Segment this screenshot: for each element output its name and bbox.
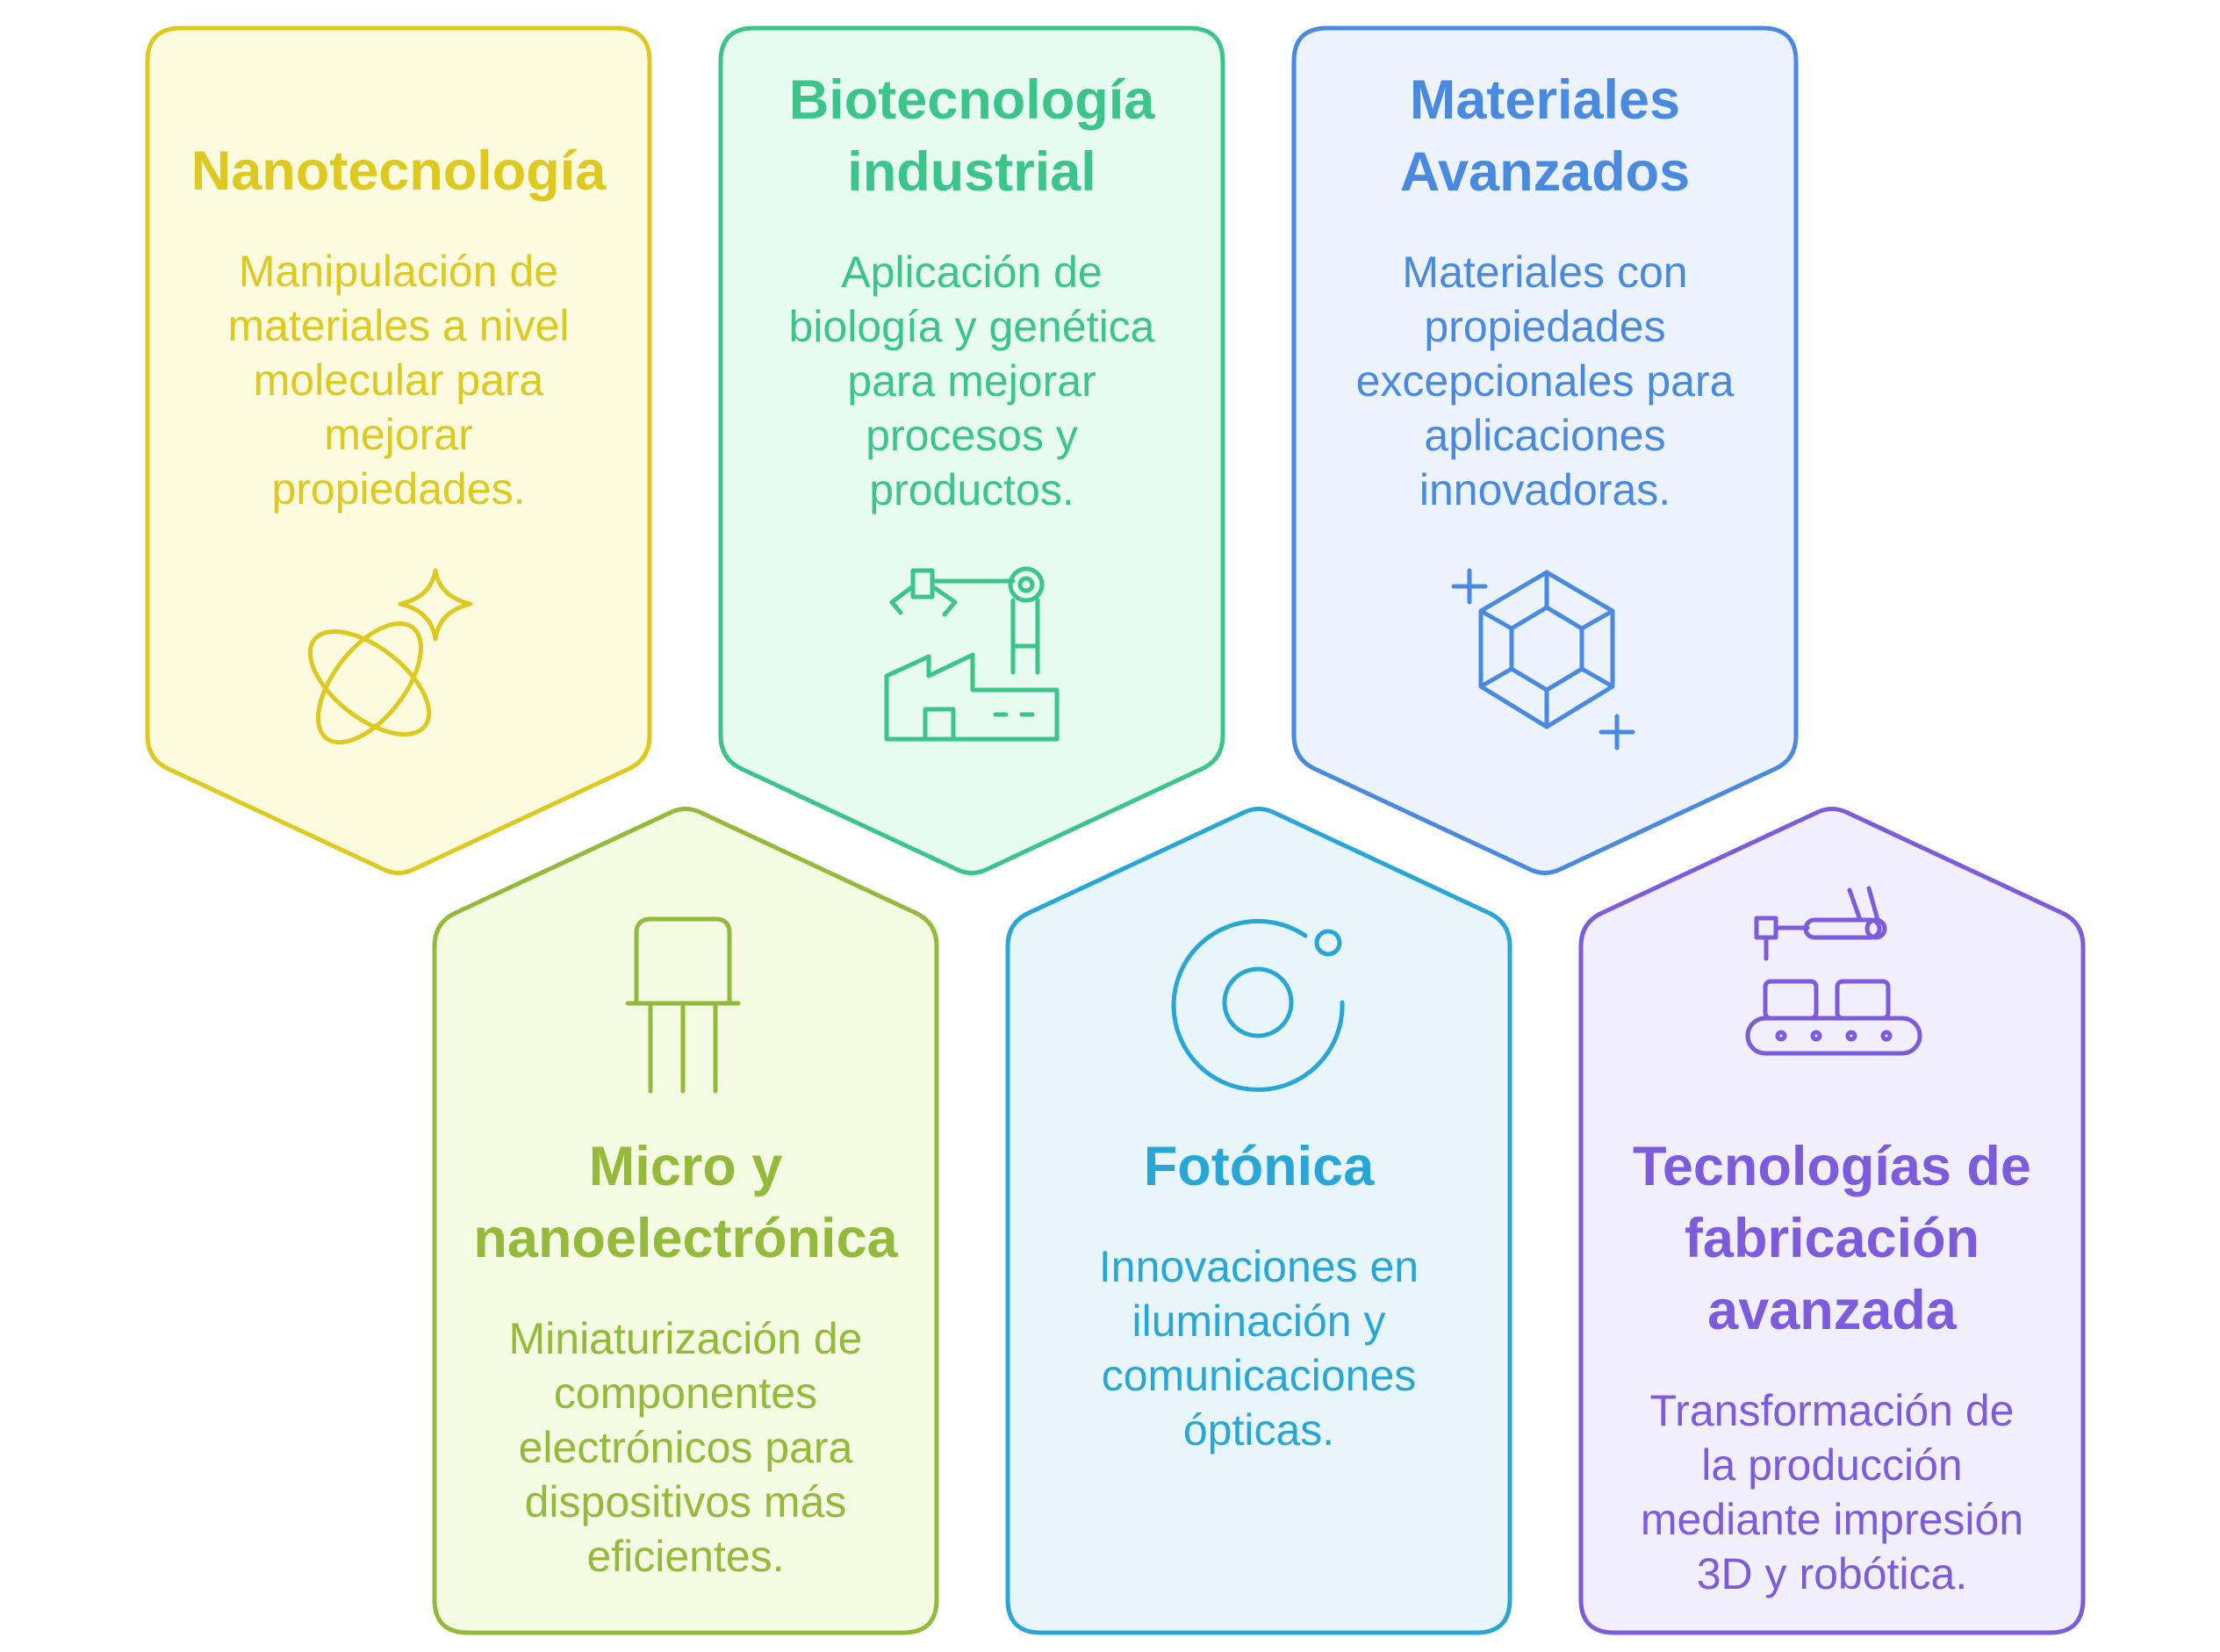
card-description: Miniaturización de componentes electróni… (433, 1311, 938, 1584)
card-shape (1291, 25, 1799, 875)
card-fotonica: Fotónica Innovaciones en iluminación y c… (1005, 806, 1512, 1635)
card-shape (432, 807, 939, 1635)
gem-icon (1450, 565, 1643, 751)
card-description-line: propiedades (1424, 302, 1666, 351)
card-title-line: nanoelectrónica (473, 1208, 898, 1269)
card-description-line: Miniaturización de (508, 1314, 863, 1363)
card-biotecnologia: Biotecnología industrial Aplicación de b… (718, 25, 1225, 875)
card-title-line: fabricación (1684, 1208, 1980, 1269)
card-title-line: industrial (847, 141, 1096, 203)
card-title: Micro y nanoelectrónica (433, 1131, 938, 1275)
transistor-icon (625, 916, 741, 1095)
card-description: Materiales con propiedades excepcionales… (1292, 245, 1798, 517)
card-description-line: componentes (553, 1368, 818, 1418)
card-description: Transformación de la producción mediante… (1579, 1383, 2085, 1601)
card-description-line: biología y genética (788, 302, 1155, 351)
card-content: Fotónica Innovaciones en iluminación y c… (1006, 1131, 1512, 1457)
card-title-line: Nanotecnología (190, 140, 607, 202)
card-shape (145, 25, 652, 875)
card-description-line: para mejorar (847, 356, 1096, 406)
card-shape (718, 25, 1225, 875)
card-description-line: eficientes. (586, 1532, 785, 1581)
card-description-line: comunicaciones (1101, 1351, 1417, 1400)
card-description-line: dispositivos más (524, 1477, 847, 1526)
card-description-line: propiedades. (271, 464, 526, 514)
card-description-line: ópticas. (1182, 1405, 1335, 1454)
card-content: Materiales Avanzados Materiales con prop… (1292, 64, 1798, 517)
card-description-line: Transformación de (1649, 1386, 2015, 1435)
card-description-line: Materiales con (1402, 248, 1688, 297)
card-description-line: aplicaciones (1424, 411, 1666, 460)
card-content: Biotecnología industrial Aplicación de b… (719, 64, 1225, 517)
card-title-line: Materiales (1409, 69, 1681, 131)
card-title: Tecnologías de fabricación avanzada (1579, 1131, 2085, 1347)
card-description-line: productos. (869, 465, 1074, 514)
factory-robot-arm-icon (881, 566, 1060, 743)
card-description-line: mediante impresión (1640, 1495, 2024, 1544)
card-fabricacion: Tecnologías de fabricación avanzada Tran… (1578, 806, 2086, 1635)
card-description-line: molecular para (253, 356, 544, 405)
card-title-line: Fotónica (1143, 1136, 1375, 1197)
card-title: Materiales Avanzados (1292, 64, 1798, 208)
card-description: Aplicación de biología y genética para m… (719, 245, 1225, 517)
card-title-line: Biotecnología (788, 69, 1155, 131)
card-description-line: iluminación y (1132, 1296, 1386, 1346)
card-title: Nanotecnología (146, 135, 651, 207)
card-content: Tecnologías de fabricación avanzada Tran… (1579, 1131, 2085, 1601)
card-description-line: materiales a nivel (227, 301, 570, 350)
card-description-line: electrónicos para (518, 1423, 853, 1472)
card-description-line: Innovaciones en (1098, 1242, 1419, 1291)
card-description-line: mejorar (324, 410, 473, 459)
card-description: Manipulación de materiales a nivel molec… (146, 244, 651, 516)
card-description-line: excepcionales para (1355, 356, 1735, 406)
card-title: Biotecnología industrial (719, 64, 1225, 208)
card-description-line: Aplicación de (841, 248, 1103, 297)
atom-sparkle-icon (304, 568, 488, 764)
card-description: Innovaciones en iluminación y comunicaci… (1006, 1239, 1512, 1457)
card-materiales: Materiales Avanzados Materiales con prop… (1291, 25, 1799, 875)
card-description-line: innovadoras. (1419, 465, 1671, 514)
card-content: Nanotecnología Manipulación de materiale… (146, 135, 651, 516)
lens-icon (1168, 913, 1353, 1097)
card-description-line: Manipulación de (238, 247, 559, 296)
card-description-line: procesos y (866, 411, 1078, 460)
card-description-line: la producción (1701, 1440, 1963, 1490)
card-title: Fotónica (1006, 1131, 1512, 1203)
card-shape (1578, 807, 2086, 1635)
card-description-line: 3D y robótica. (1696, 1549, 1968, 1598)
card-shape (1005, 807, 1512, 1635)
card-title-line: Avanzados (1399, 141, 1691, 203)
card-title-line: avanzada (1707, 1280, 1957, 1341)
card-micro: Micro y nanoelectrónica Miniaturización … (432, 806, 939, 1635)
card-content: Micro y nanoelectrónica Miniaturización … (433, 1131, 938, 1584)
card-nanotecnologia: Nanotecnología Manipulación de materiale… (145, 25, 652, 875)
card-title-line: Micro y (588, 1136, 783, 1197)
conveyor-robot-icon (1745, 886, 1922, 1088)
card-title-line: Tecnologías de (1633, 1136, 2031, 1197)
